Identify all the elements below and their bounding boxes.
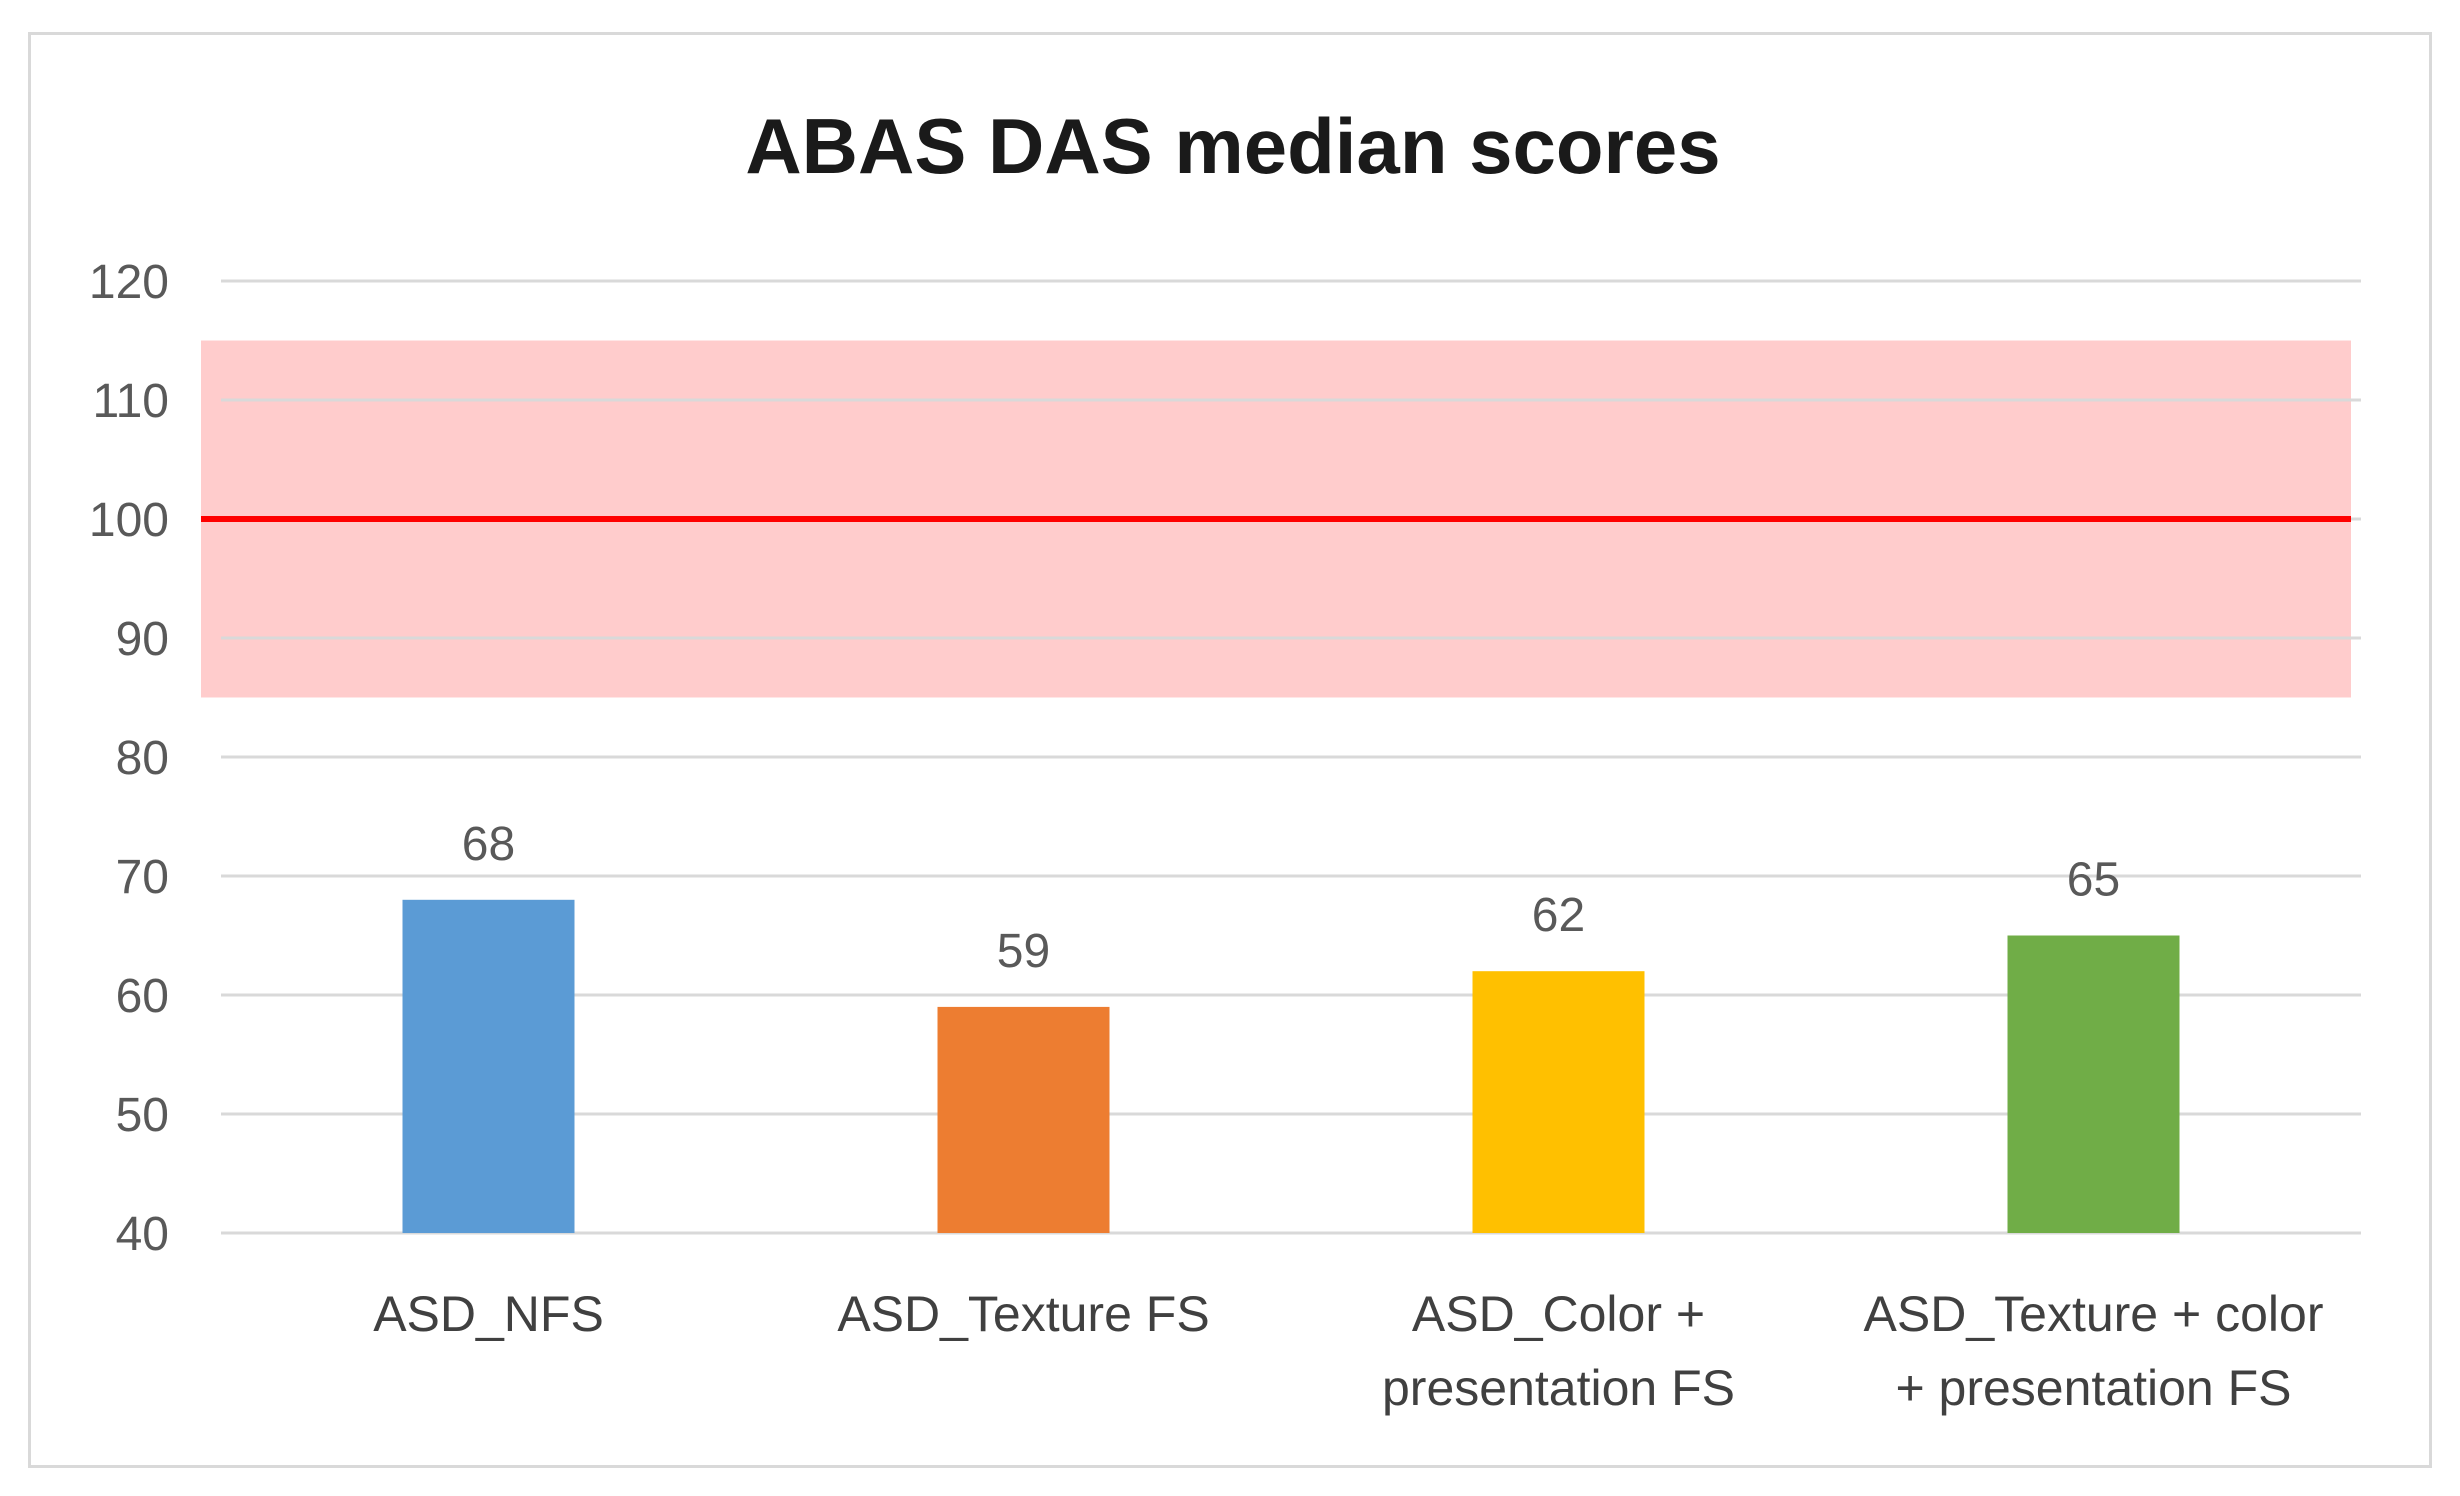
chart-frame: ABAS DAS median scores 40 50 60 70 80 90 100 11…: [28, 32, 2432, 1468]
y-tick-label: 100: [89, 494, 169, 547]
data-label: 68: [462, 818, 515, 871]
y-tick-label: 40: [116, 1208, 169, 1261]
chart-title: ABAS DAS median scores: [745, 102, 1720, 190]
data-label: 62: [1532, 889, 1585, 942]
x-category-label: ASD_Texture + color: [1864, 1286, 2324, 1342]
y-tick-label: 50: [116, 1089, 169, 1142]
y-tick-label: 60: [116, 970, 169, 1023]
y-tick-label: 80: [116, 732, 169, 785]
bar: [402, 899, 575, 1233]
bar: [1472, 971, 1645, 1233]
x-category-label: ASD_Texture FS: [837, 1286, 1209, 1342]
bar-chart: ABAS DAS median scores 40 50 60 70 80 90 100 11…: [89, 102, 2361, 1416]
x-category-label: ASD_Color +: [1412, 1286, 1705, 1342]
x-category-label: presentation FS: [1382, 1360, 1735, 1416]
x-category-label: + presentation FS: [1895, 1360, 2291, 1416]
bar: [937, 1006, 1110, 1233]
y-tick-label: 70: [116, 851, 169, 904]
y-tick-label: 110: [92, 375, 169, 428]
x-category-label: ASD_NFS: [373, 1286, 604, 1342]
y-tick-label: 120: [89, 256, 169, 309]
bar: [2007, 935, 2180, 1233]
data-label: 65: [2067, 854, 2120, 907]
y-tick-label: 90: [116, 613, 169, 666]
data-label: 59: [997, 925, 1050, 978]
